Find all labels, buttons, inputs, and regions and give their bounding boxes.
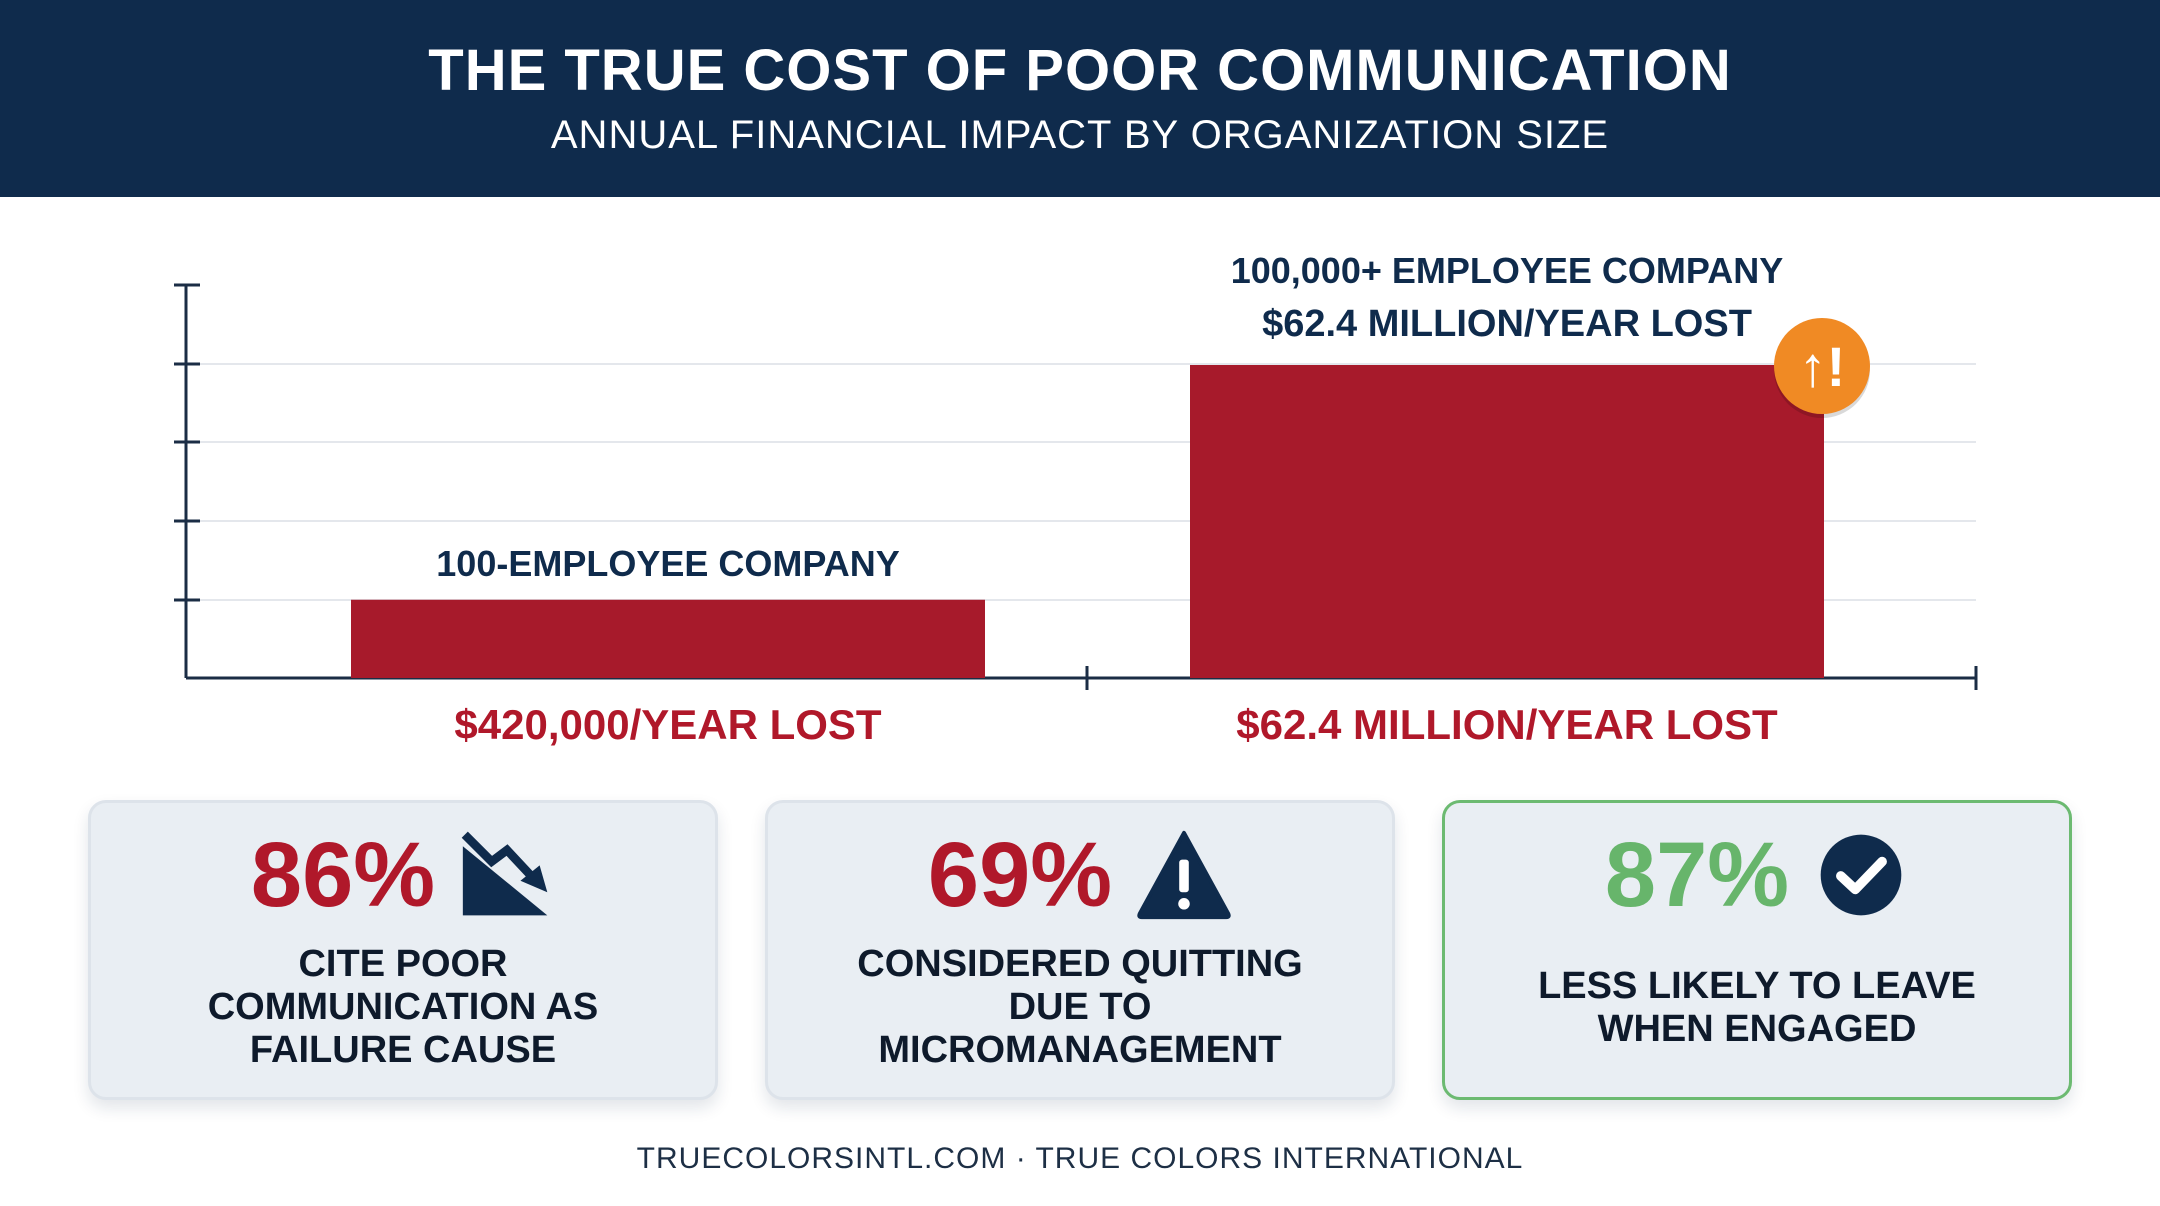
page-title: THE TRUE COST OF POOR COMMUNICATION	[428, 38, 1732, 103]
stat-value: 86%	[250, 824, 436, 926]
bar-value-label: $62.4 MILLION/YEAR LOST	[1236, 701, 1778, 748]
trending-down-icon	[461, 831, 548, 916]
stat-card-engagement: 87% LESS LIKELY TO LEAVE WHEN ENGAGED	[1442, 800, 2072, 1100]
stat-description: LESS LIKELY TO LEAVE WHEN ENGAGED	[1538, 965, 1976, 1050]
alert-badge-icon: ↑!	[1774, 318, 1870, 418]
stat-card-quitting: 69% CONSIDERED QUITTING DUE TO MICROMANA…	[765, 800, 1395, 1100]
bar	[351, 599, 985, 678]
bar	[1190, 365, 1824, 678]
stat-value: 69%	[927, 824, 1113, 926]
header-banner: THE TRUE COST OF POOR COMMUNICATION ANNU…	[0, 0, 2160, 197]
warning-icon	[1137, 830, 1231, 920]
stat-value: 87%	[1604, 824, 1790, 926]
stat-description: CONSIDERED QUITTING DUE TO MICROMANAGEME…	[857, 943, 1303, 1071]
bar-chart: 100-EMPLOYEE COMPANY 100,000+ EMPLOYEE CO…	[174, 250, 1978, 748]
bar-top-value-label: $62.4 MILLION/YEAR LOST	[1262, 303, 1752, 345]
svg-text:↑!: ↑!	[1799, 335, 1846, 398]
bar-category-label: 100,000+ EMPLOYEE COMPANY	[1231, 250, 1784, 291]
check-circle-icon	[1820, 834, 1902, 916]
stat-description: CITE POOR COMMUNICATION AS FAILURE CAUSE	[207, 943, 599, 1071]
stat-card-communication: 86% CITE POOR COMMUNICATION AS FAILURE C…	[88, 800, 718, 1100]
page-subtitle: ANNUAL FINANCIAL IMPACT BY ORGANIZATION …	[550, 113, 1610, 157]
bar-category-label: 100-EMPLOYEE COMPANY	[436, 543, 899, 584]
footer-credit: TRUECOLORSINTL.COM · TRUE COLORS INTERNA…	[636, 1142, 1524, 1175]
bar-value-label: $420,000/YEAR LOST	[454, 701, 882, 748]
